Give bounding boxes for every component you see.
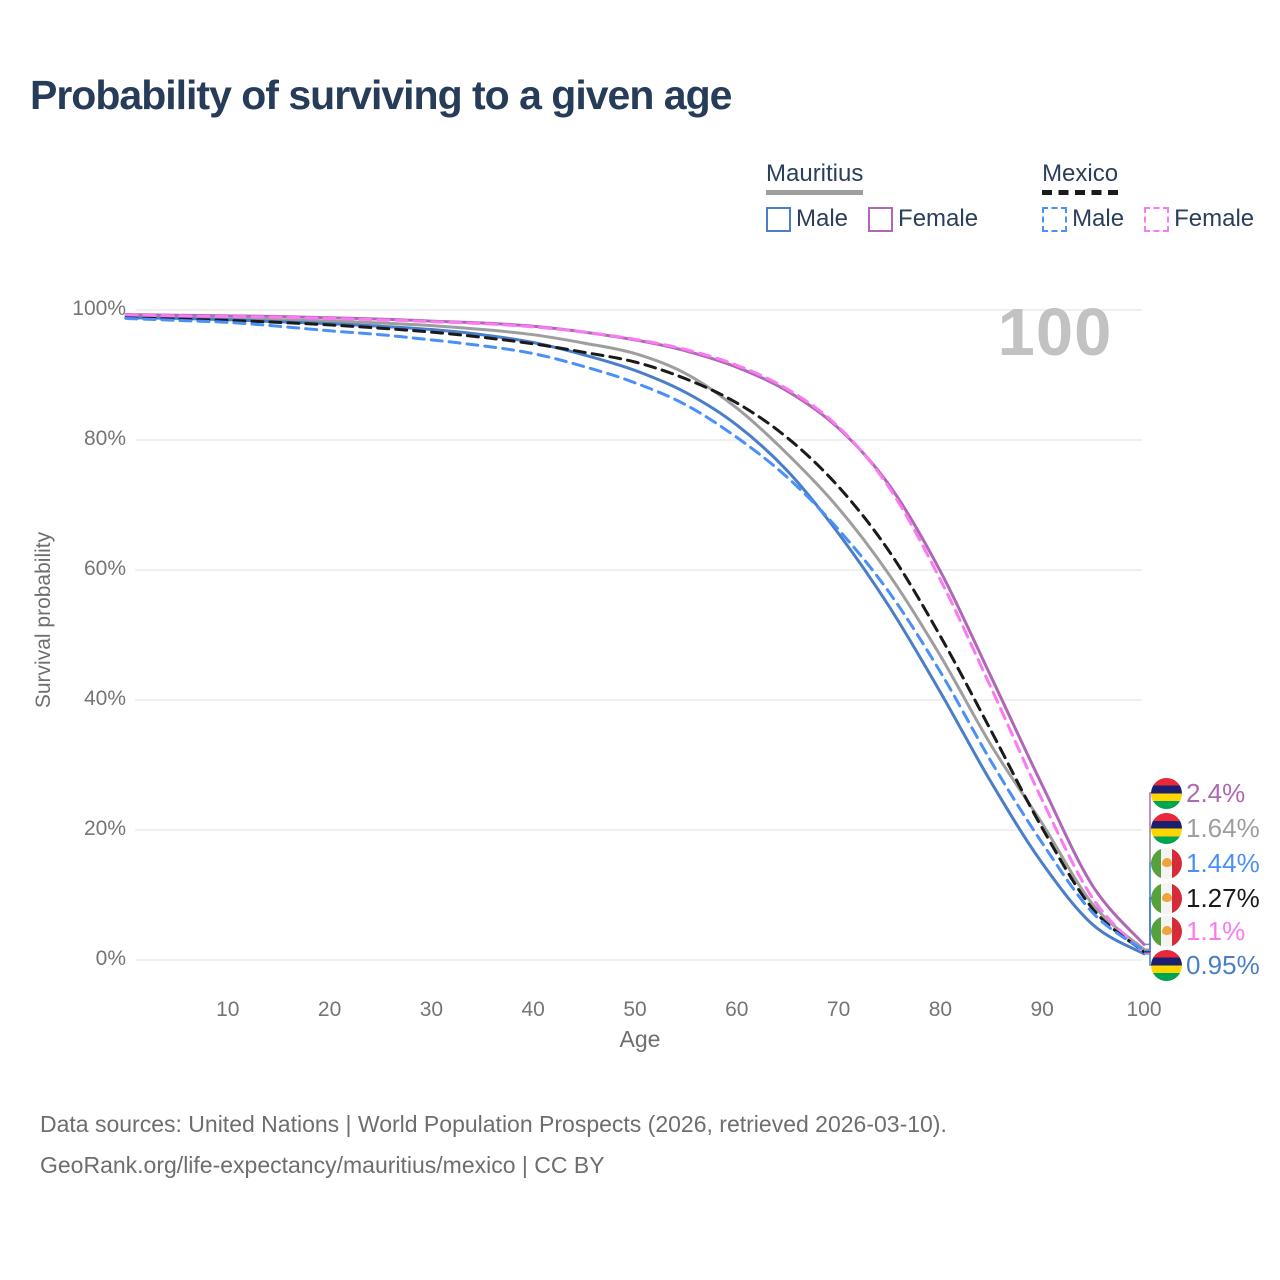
end-label-mauritius-female: 2.4% [1151, 777, 1245, 809]
age-watermark: 100 [997, 295, 1113, 370]
legend-swatch-icon [766, 206, 791, 232]
x-axis-title: Age [619, 1026, 661, 1052]
legend-item-label: Male [1072, 205, 1125, 232]
end-label-value: 1.1% [1186, 915, 1246, 946]
series-line-mauritius-all [124, 315, 1146, 951]
eagle-emblem-icon [1161, 926, 1172, 935]
legend: Mauritius Male Female Mexico Male Female [766, 160, 1254, 233]
legend-group-mexico: Mexico Male Female [1042, 160, 1254, 233]
end-label-value: 1.27% [1186, 882, 1260, 913]
page-title: Probability of surviving to a given age [30, 72, 732, 118]
end-label-value: 1.44% [1186, 847, 1260, 878]
legend-group-title-mexico: Mexico [1042, 160, 1119, 195]
legend-item-mauritius-male[interactable]: Male [766, 205, 848, 233]
end-label-mauritius-all: 1.64% [1151, 812, 1260, 844]
x-tick-label: 80 [928, 998, 953, 1021]
end-label-value: 0.95% [1186, 949, 1260, 980]
x-tick-label: 70 [826, 998, 851, 1021]
series-line-mexico-male [124, 316, 1146, 953]
y-tick-label: 20% [83, 817, 126, 840]
mauritius-flag-icon [1151, 777, 1182, 809]
series-line-mexico-all [124, 316, 1146, 954]
x-tick-label: 50 [623, 998, 647, 1021]
x-tick-label: 40 [521, 998, 545, 1021]
legend-group-mauritius: Mauritius Male Female [766, 160, 978, 233]
series-line-mauritius-female [124, 313, 1146, 946]
legend-item-label: Female [1174, 205, 1255, 232]
legend-item-mexico-female[interactable]: Female [1144, 205, 1254, 233]
end-label-mauritius-male: 0.95% [1151, 949, 1260, 981]
legend-swatch-icon [1042, 206, 1068, 232]
x-tick-label: 60 [725, 998, 749, 1021]
mauritius-flag-icon [1151, 812, 1182, 844]
y-tick-labels: 0% 20% 40% 60% 80% 100% [0, 0, 130, 1280]
end-label-mexico-female: 1.1% [1151, 915, 1245, 947]
end-label-value: 2.4% [1186, 777, 1246, 808]
eagle-emblem-icon [1161, 893, 1172, 902]
end-label-mexico-all: 1.27% [1151, 882, 1260, 914]
end-label-value: 1.64% [1186, 812, 1260, 843]
legend-group-title-mauritius: Mauritius [766, 160, 864, 195]
series-line-mauritius-male [124, 316, 1146, 956]
y-tick-label: 40% [83, 687, 126, 710]
x-tick-label: 10 [216, 998, 240, 1021]
legend-swatch-icon [868, 206, 894, 232]
legend-item-label: Male [796, 205, 849, 232]
legend-item-label: Female [898, 205, 979, 232]
mexico-flag-icon [1151, 882, 1182, 914]
legend-item-mauritius-female[interactable]: Female [868, 205, 978, 233]
y-tick-label: 100% [72, 297, 126, 320]
x-tick-label: 90 [1030, 998, 1054, 1021]
legend-swatch-icon [1144, 206, 1170, 232]
x-tick-label: 30 [419, 998, 444, 1021]
end-label-mexico-male: 1.44% [1151, 847, 1260, 879]
y-tick-label: 60% [83, 557, 126, 580]
mexico-flag-icon [1151, 847, 1182, 879]
legend-item-mexico-male[interactable]: Male [1042, 205, 1124, 233]
x-tick-labels: 10 20 30 40 50 60 70 80 90 100 [0, 998, 1280, 1028]
mexico-flag-icon [1151, 915, 1182, 947]
y-tick-label: 80% [83, 427, 126, 450]
footer-data-sources: Data sources: United Nations | World Pop… [40, 1111, 947, 1137]
series-line-mexico-female [124, 313, 1146, 955]
y-tick-label: 0% [95, 947, 126, 970]
footer-attribution: GeoRank.org/life-expectancy/mauritius/me… [40, 1152, 605, 1178]
x-tick-label: 100 [1126, 998, 1162, 1021]
footer: Data sources: United Nations | World Pop… [40, 1104, 947, 1186]
eagle-emblem-icon [1161, 858, 1172, 867]
x-tick-label: 20 [317, 998, 342, 1021]
mauritius-flag-icon [1151, 949, 1182, 981]
